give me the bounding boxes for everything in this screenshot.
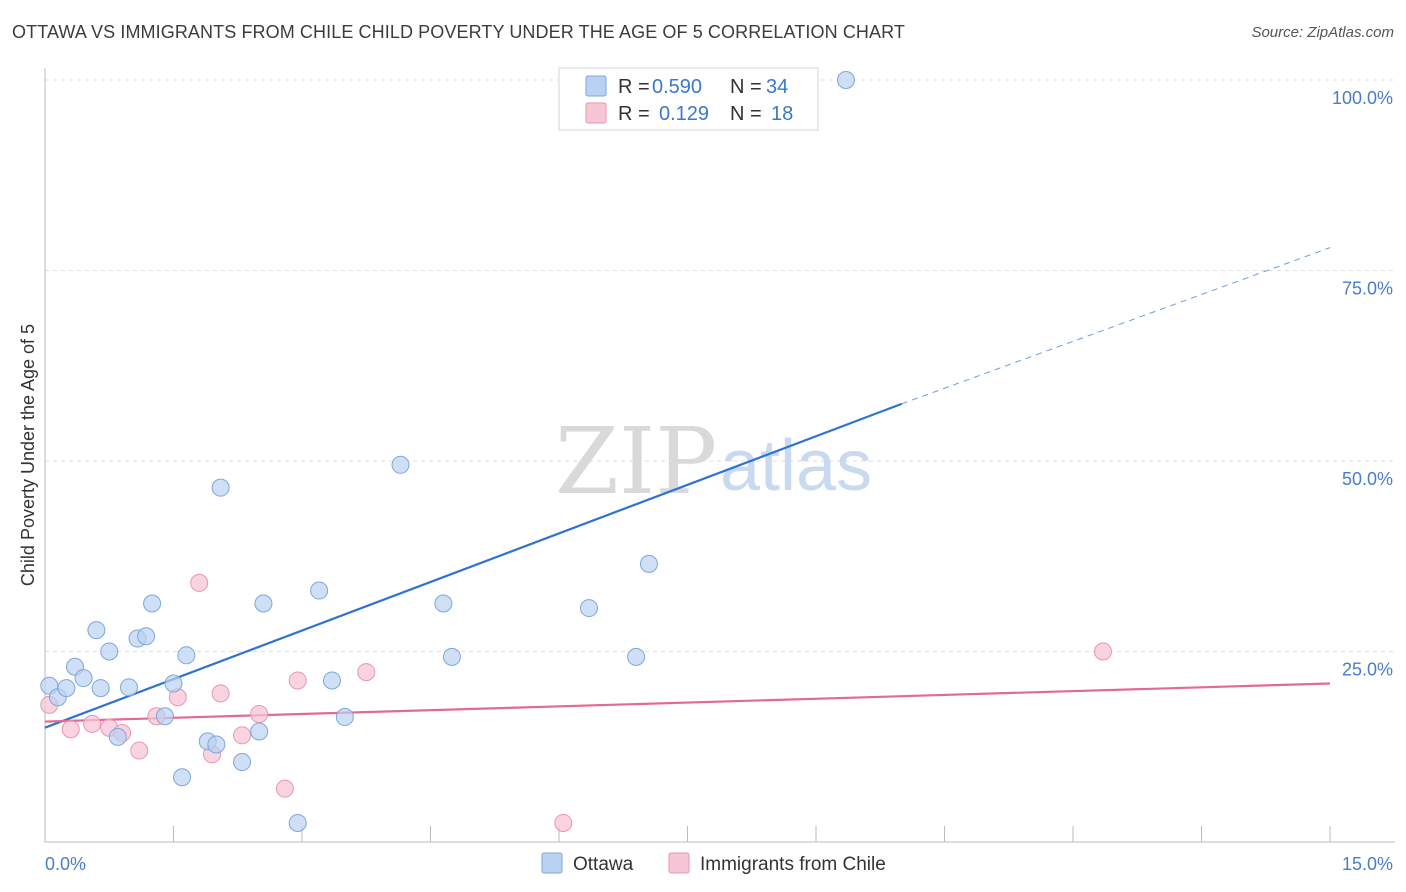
legend-r-label-ottawa: R = xyxy=(618,76,650,98)
series-legend-swatch-chile xyxy=(668,852,690,874)
watermark-atlas: atlas xyxy=(720,426,872,506)
point-ottawa xyxy=(442,647,461,666)
y-tick-labels: 25.0% 50.0% 75.0% 100.0% xyxy=(1332,88,1393,680)
source-label: Source: ZipAtlas.com xyxy=(1251,24,1394,41)
point-ottawa xyxy=(108,727,127,746)
point-chile xyxy=(554,813,573,832)
point-chile xyxy=(1093,642,1112,661)
x-tick-labels: 0.0% 15.0% xyxy=(45,854,1393,874)
point-ottawa xyxy=(164,674,183,693)
point-ottawa xyxy=(579,599,598,618)
point-ottawa xyxy=(335,708,354,727)
point-ottawa xyxy=(100,642,119,661)
legend-n-value-chile: 18 xyxy=(771,103,793,125)
series-legend: Ottawa Immigrants from Chile xyxy=(541,852,886,875)
y-tick-label: 100.0% xyxy=(1332,88,1393,108)
point-chile xyxy=(211,684,230,703)
x-tick-label: 15.0% xyxy=(1342,854,1393,874)
point-ottawa xyxy=(639,554,658,573)
point-ottawa xyxy=(288,813,307,832)
point-chile xyxy=(275,779,294,798)
point-ottawa xyxy=(137,627,156,646)
trend-line-ottawa-extension xyxy=(901,247,1331,405)
y-tick-label: 25.0% xyxy=(1342,660,1393,680)
data-points xyxy=(40,71,1112,832)
point-ottawa xyxy=(322,671,341,690)
point-ottawa xyxy=(74,669,93,688)
legend-r-value-ottawa: 0.590 xyxy=(652,76,702,98)
point-ottawa xyxy=(391,455,410,474)
point-ottawa xyxy=(91,679,110,698)
point-ottawa xyxy=(207,735,226,754)
point-ottawa xyxy=(254,594,273,613)
point-ottawa xyxy=(119,678,138,697)
point-ottawa xyxy=(155,707,174,726)
trend-line-ottawa xyxy=(44,402,903,729)
point-chile xyxy=(250,704,269,723)
legend-n-value-ottawa: 34 xyxy=(766,76,788,98)
point-ottawa xyxy=(250,722,269,741)
point-chile xyxy=(83,714,102,733)
grid-lines xyxy=(45,79,1395,652)
point-chile xyxy=(61,720,80,739)
watermark: ZIP atlas xyxy=(555,408,872,515)
stats-legend: R = 0.590 N = 34 R = 0.129 N = 18 xyxy=(558,67,819,131)
point-ottawa xyxy=(836,71,855,89)
point-chile xyxy=(190,573,209,592)
series-legend-swatch-ottawa xyxy=(541,852,563,874)
point-ottawa xyxy=(57,679,76,698)
axes xyxy=(44,68,1395,843)
trend-line-chile xyxy=(44,682,1331,723)
point-chile xyxy=(233,726,252,745)
legend-swatch-ottawa xyxy=(585,75,607,97)
y-axis-title: Child Poverty Under the Age of 5 xyxy=(18,324,38,586)
point-ottawa xyxy=(173,768,192,787)
y-tick-label: 50.0% xyxy=(1342,469,1393,489)
point-ottawa xyxy=(627,647,646,666)
point-ottawa xyxy=(211,478,230,497)
y-tick-label: 75.0% xyxy=(1342,279,1393,299)
point-chile xyxy=(288,671,307,690)
series-legend-label-ottawa: Ottawa xyxy=(573,854,634,875)
legend-r-value-chile: 0.129 xyxy=(659,103,709,125)
point-ottawa xyxy=(87,621,106,640)
point-ottawa xyxy=(143,594,162,613)
point-ottawa xyxy=(233,752,252,771)
series-legend-label-chile: Immigrants from Chile xyxy=(700,854,886,875)
point-ottawa xyxy=(310,581,329,600)
watermark-zip: ZIP xyxy=(555,408,717,515)
legend-n-label-chile: N = xyxy=(730,103,762,125)
point-ottawa xyxy=(434,594,453,613)
point-chile xyxy=(130,741,149,760)
point-chile xyxy=(357,663,376,682)
chart-title: OTTAWA VS IMMIGRANTS FROM CHILE CHILD PO… xyxy=(12,22,905,42)
x-tick-label: 0.0% xyxy=(45,854,86,874)
legend-swatch-chile xyxy=(585,102,607,124)
legend-r-label-chile: R = xyxy=(618,103,650,125)
point-ottawa xyxy=(177,646,196,665)
legend-n-label-ottawa: N = xyxy=(730,76,762,98)
